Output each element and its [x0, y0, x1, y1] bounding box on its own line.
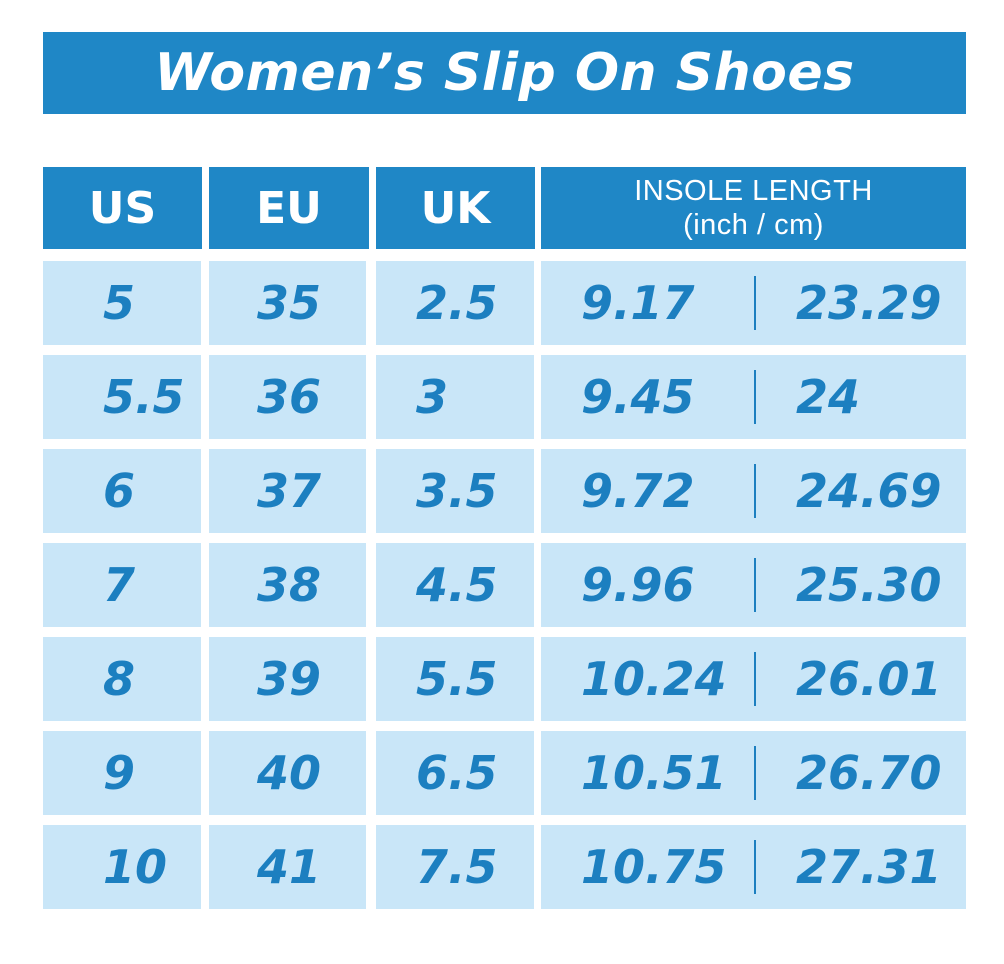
cell-uk: 4.5: [376, 543, 534, 627]
insole-inch-value: 9.96: [581, 558, 695, 612]
cell-us: 8: [43, 637, 201, 721]
cell-uk: 3: [376, 355, 534, 439]
cell-insole-length: 9.96 25.30: [541, 543, 966, 627]
cell-eu: 37: [209, 449, 366, 533]
insole-inch-value: 9.72: [581, 464, 695, 518]
cell-eu: 35: [209, 261, 366, 345]
insole-inch-value: 10.24: [581, 652, 727, 706]
cell-us: 5: [43, 261, 201, 345]
cell-insole-length: 10.24 26.01: [541, 637, 966, 721]
cell-insole-length: 10.51 26.70: [541, 731, 966, 815]
title-bar: Women’s Slip On Shoes: [43, 32, 966, 114]
cell-insole-length: 9.45 24: [541, 355, 966, 439]
header-uk: UK: [376, 167, 535, 249]
cell-uk: 3.5: [376, 449, 534, 533]
cell-uk: 5.5: [376, 637, 534, 721]
page-title: Women’s Slip On Shoes: [154, 43, 855, 103]
insole-inch-value: 9.45: [581, 370, 695, 424]
insole-inch-value: 10.75: [581, 840, 727, 894]
cell-eu: 40: [209, 731, 366, 815]
insole-cm-value: 27.31: [796, 840, 942, 894]
cell-insole-length: 9.17 23.29: [541, 261, 966, 345]
insole-cm-value: 23.29: [796, 276, 942, 330]
header-eu: EU: [209, 167, 369, 249]
cell-us: 6: [43, 449, 201, 533]
cell-uk: 2.5: [376, 261, 534, 345]
insole-divider: [754, 652, 756, 706]
insole-divider: [754, 840, 756, 894]
insole-cm-value: 25.30: [796, 558, 942, 612]
cell-us: 5.5: [43, 355, 201, 439]
insole-inch-value: 10.51: [581, 746, 727, 800]
cell-eu: 36: [209, 355, 366, 439]
cell-insole-length: 10.75 27.31: [541, 825, 966, 909]
cell-eu: 39: [209, 637, 366, 721]
insole-cm-value: 24.69: [796, 464, 942, 518]
insole-inch-value: 9.17: [581, 276, 695, 330]
insole-divider: [754, 464, 756, 518]
header-insole-title: INSOLE LENGTH: [634, 175, 873, 207]
insole-divider: [754, 370, 756, 424]
header-us: US: [43, 167, 202, 249]
insole-divider: [754, 746, 756, 800]
insole-divider: [754, 276, 756, 330]
cell-insole-length: 9.72 24.69: [541, 449, 966, 533]
header-insole-units: (inch / cm): [683, 209, 824, 241]
insole-cm-value: 24: [796, 370, 861, 424]
cell-eu: 38: [209, 543, 366, 627]
cell-uk: 6.5: [376, 731, 534, 815]
cell-eu: 41: [209, 825, 366, 909]
cell-us: 9: [43, 731, 201, 815]
cell-us: 10: [43, 825, 201, 909]
insole-cm-value: 26.01: [796, 652, 942, 706]
insole-cm-value: 26.70: [796, 746, 942, 800]
header-insole-length: INSOLE LENGTH (inch / cm): [541, 167, 966, 249]
cell-uk: 7.5: [376, 825, 534, 909]
cell-us: 7: [43, 543, 201, 627]
insole-divider: [754, 558, 756, 612]
